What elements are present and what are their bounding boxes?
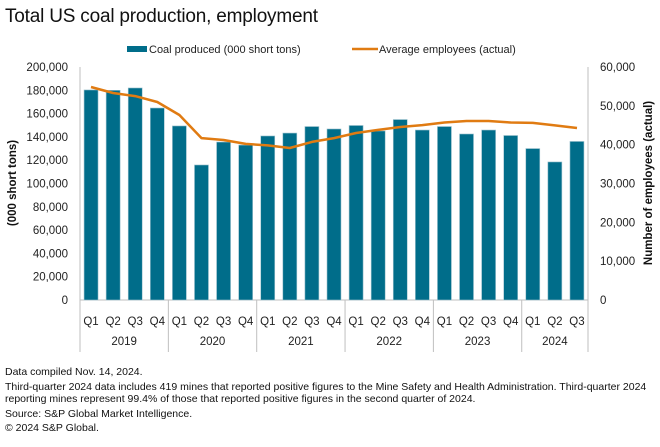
x-tick-label: Q3: [569, 316, 584, 328]
bar: [83, 89, 99, 301]
bar: [503, 135, 518, 301]
footnote-date: Data compiled Nov. 14, 2024.: [5, 366, 143, 378]
x-group-label: 2020: [200, 336, 226, 348]
y-axis-label-right: Number of employees (actual): [643, 101, 655, 265]
x-group-label: 2022: [376, 336, 402, 348]
x-tick-label: Q2: [547, 316, 562, 328]
bar: [194, 164, 209, 301]
legend: Coal produced (000 short tons) Average e…: [127, 44, 516, 56]
y-tick-right: 20,000: [600, 217, 635, 229]
bar: [370, 130, 386, 301]
x-tick-label: Q4: [238, 316, 254, 328]
combo-chart: Coal produced (000 short tons) Average e…: [7, 44, 655, 352]
x-group-label: 2024: [542, 336, 568, 348]
x-group-label: 2019: [111, 336, 137, 348]
bar: [172, 125, 187, 301]
x-tick-label: Q4: [503, 316, 519, 328]
y-tick-left: 0: [62, 295, 68, 307]
legend-swatch-coal: [127, 46, 147, 52]
y-tick-right: 10,000: [600, 256, 635, 268]
bar: [150, 107, 165, 301]
x-tick-label: Q2: [371, 316, 386, 328]
x-tick-label: Q3: [216, 316, 231, 328]
footnote-source: Source: S&P Global Market Intelligence.: [5, 407, 193, 420]
x-tick-label: Q1: [437, 316, 452, 328]
bar: [105, 90, 121, 301]
bar: [326, 128, 342, 301]
employees-line: [90, 85, 578, 150]
x-group-label: 2021: [288, 336, 314, 348]
y-tick-right: 40,000: [600, 140, 635, 152]
x-group-label: 2023: [465, 336, 491, 348]
bar: [282, 132, 298, 301]
y-tick-left: 160,000: [26, 109, 68, 121]
y-tick-left: 20,000: [33, 272, 68, 284]
y-tick-right: 50,000: [600, 101, 635, 113]
x-tick-label: Q3: [304, 316, 319, 328]
x-tick-label: Q1: [525, 316, 540, 328]
bar: [547, 161, 563, 301]
x-tick-label: Q2: [459, 316, 474, 328]
y-tick-left: 40,000: [33, 248, 68, 260]
bar: [127, 87, 143, 301]
x-tick-label: Q1: [348, 316, 363, 328]
y-tick-left: 140,000: [26, 132, 68, 144]
chart-title: Total US coal production, employment: [5, 6, 318, 27]
bar: [392, 119, 408, 301]
x-tick-label: Q2: [194, 316, 209, 328]
y-tick-left: 120,000: [26, 155, 68, 167]
y-tick-left: 100,000: [26, 179, 68, 191]
y-tick-left: 80,000: [33, 202, 68, 214]
y-tick-left: 200,000: [26, 62, 68, 74]
bar: [525, 148, 541, 301]
x-tick-label: Q4: [150, 316, 166, 328]
bar: [216, 141, 231, 301]
bar: [437, 126, 452, 301]
y-tick-right: 0: [600, 295, 606, 307]
bar: [304, 126, 320, 301]
y-tick-right: 30,000: [600, 179, 635, 191]
bar: [238, 144, 253, 301]
y-axis-label-left: (000 short tons): [7, 140, 19, 226]
x-tick-label: Q3: [128, 316, 143, 328]
x-tick-label: Q4: [415, 316, 431, 328]
x-tick-label: Q1: [172, 316, 187, 328]
footnotes: Data compiled Nov. 14, 2024. Third-quart…: [5, 366, 655, 437]
footnote-copyright: © 2024 S&P Global.: [5, 422, 99, 435]
legend-label-coal: Coal produced (000 short tons): [149, 44, 301, 56]
bar: [260, 135, 276, 301]
y-tick-left: 60,000: [33, 225, 68, 237]
bar: [481, 129, 496, 301]
x-tick-label: Q4: [326, 316, 342, 328]
y-tick-right: 60,000: [600, 62, 635, 74]
legend-label-employees: Average employees (actual): [379, 44, 516, 56]
x-tick-label: Q3: [481, 316, 496, 328]
x-tick-label: Q2: [105, 316, 120, 328]
bar: [415, 129, 430, 301]
x-tick-label: Q1: [83, 316, 98, 328]
footnote-mines: Third-quarter 2024 data includes 419 min…: [5, 380, 647, 406]
x-tick-label: Q2: [282, 316, 297, 328]
y-tick-left: 180,000: [26, 85, 68, 97]
bar: [569, 141, 585, 301]
x-tick-label: Q1: [260, 316, 275, 328]
x-tick-label: Q3: [393, 316, 408, 328]
bar: [348, 125, 364, 301]
bar: [459, 133, 474, 301]
